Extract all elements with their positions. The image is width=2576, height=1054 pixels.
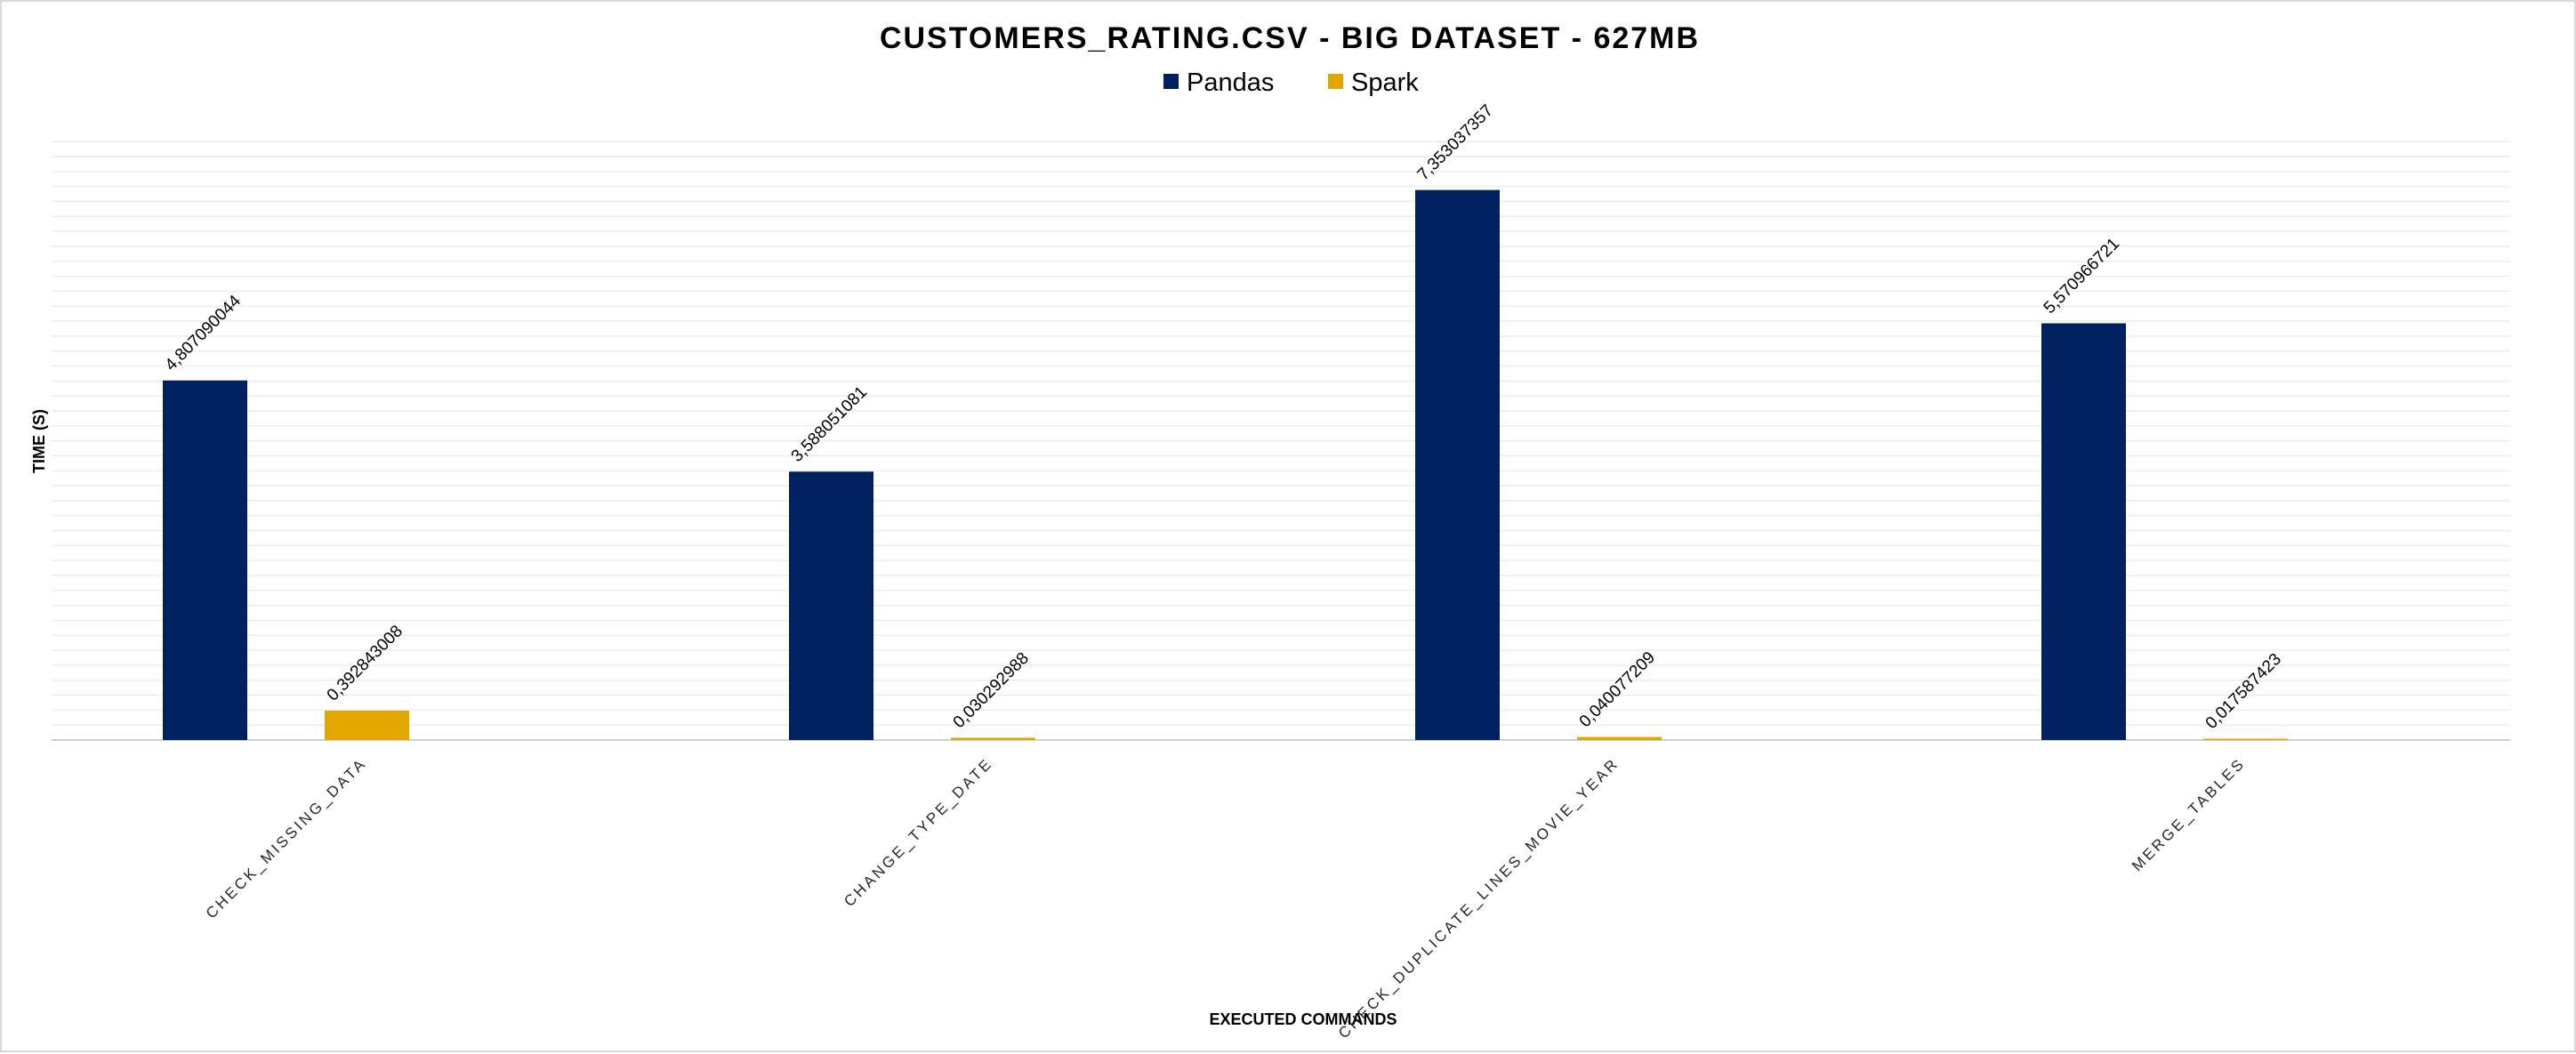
legend: Pandas Spark	[1163, 68, 1419, 97]
data-label: 0,017587423	[2202, 650, 2285, 733]
category-label: CHECK_DUPLICATE_LINES_MOVIE_YEAR	[1335, 754, 1622, 1042]
data-label: 0,040077209	[1576, 648, 1659, 731]
data-label: 0,030292988	[950, 649, 1033, 732]
legend-label-pandas: Pandas	[1187, 68, 1274, 97]
bar-spark-merge-tables	[2203, 738, 2288, 740]
data-labels: 4,8070900440,3928430083,5880510810,03029…	[162, 101, 2285, 733]
legend-label-spark: Spark	[1351, 68, 1419, 97]
category-label: MERGE_TABLES	[2129, 754, 2249, 874]
bar-spark-check-missing-data	[325, 710, 409, 740]
bar-spark-change-type-date	[951, 737, 1035, 740]
category-label: CHANGE_TYPE_DATE	[841, 754, 996, 910]
bar-pandas-check-missing-data	[163, 380, 247, 740]
category-labels: CHECK_MISSING_DATA CHANGE_TYPE_DATE CHECK_…	[203, 754, 2249, 1042]
x-axis-title: EXECUTED COMMANDS	[1209, 1010, 1397, 1028]
legend-swatch-pandas	[1163, 74, 1179, 89]
legend-swatch-spark	[1328, 74, 1343, 89]
category-label: CHECK_MISSING_DATA	[203, 754, 370, 921]
gridlines	[52, 141, 2510, 726]
data-label: 4,807090044	[162, 292, 246, 375]
chart-title: CUSTOMERS_RATING.CSV - BIG DATASET - 627…	[880, 21, 1700, 55]
bar-pandas-check-duplicate-lines-movie-year	[1415, 189, 1500, 740]
y-axis-title: TIME (S)	[30, 409, 48, 473]
bar-pandas-merge-tables	[2041, 323, 2126, 740]
bar-spark-check-duplicate-lines-movie-year	[1577, 736, 1662, 740]
bars	[163, 189, 2288, 740]
bar-pandas-change-type-date	[789, 471, 873, 740]
data-label: 0,392843008	[324, 622, 407, 704]
